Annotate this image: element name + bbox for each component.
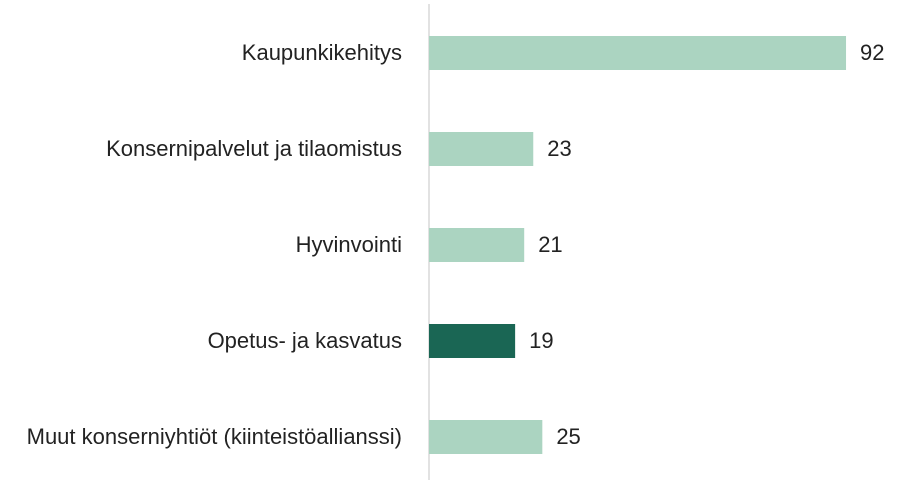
value-label: 19 [529, 328, 554, 353]
bar [429, 36, 847, 70]
category-label: Opetus- ja kasvatus [207, 328, 402, 353]
value-label: 23 [547, 136, 572, 161]
category-label: Konsernipalvelut ja tilaomistus [106, 136, 402, 161]
bar [429, 324, 516, 358]
bar [429, 228, 525, 262]
category-label: Hyvinvointi [295, 232, 402, 257]
value-label: 92 [860, 40, 885, 65]
value-label: 25 [556, 424, 581, 449]
value-label: 21 [538, 232, 563, 257]
bar [429, 132, 534, 166]
bar [429, 420, 543, 454]
category-label: Kaupunkikehitys [241, 40, 402, 65]
category-label: Muut konserniyhtiöt (kiinteistöallianssi… [26, 424, 402, 449]
